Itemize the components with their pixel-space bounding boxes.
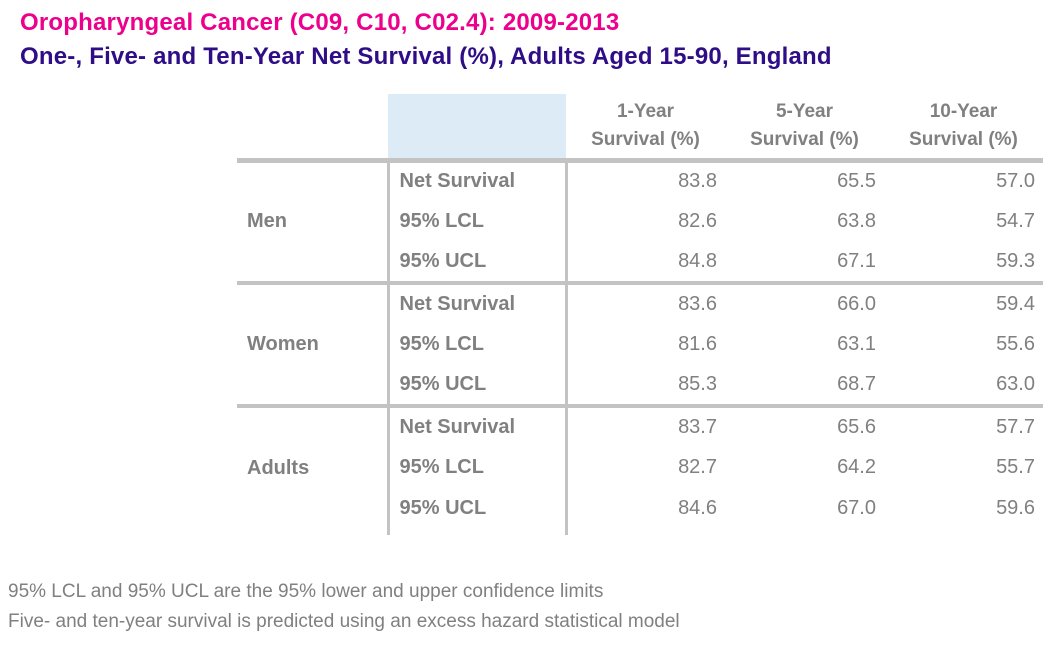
survival-value-cell: 55.7 <box>996 456 1035 478</box>
measure-label: Net Survival <box>386 160 568 201</box>
survival-value-cell: 83.6 <box>566 281 725 324</box>
column-header-line2: Survival (%) <box>909 128 1018 150</box>
survival-value-cell: 68.7 <box>837 373 876 395</box>
measure-label: Net Survival <box>386 404 568 447</box>
table-border-tail <box>237 529 1043 535</box>
survival-value-cell: 63.1 <box>837 333 876 355</box>
group-men: Men Net Survival 83.8 65.5 57.0 95% LCL … <box>237 160 1043 283</box>
table-row: 95% UCL 84.8 67.1 59.3 <box>237 242 1043 283</box>
measure-label: Net Survival <box>386 281 568 324</box>
table-row: 95% LCL 82.7 64.2 55.7 <box>237 447 1043 488</box>
survival-value-cell: 59.6 <box>996 497 1035 519</box>
survival-value-cell: 81.6 <box>678 333 717 355</box>
column-header-line1: 10-Year <box>929 101 998 123</box>
survival-value-cell: 82.7 <box>678 456 717 478</box>
footnote-confidence-limits: 95% LCL and 95% UCL are the 95% lower an… <box>8 581 604 602</box>
survival-value-cell: 66.0 <box>725 281 884 324</box>
table-header: 1-Year Survival (%) 5-Year Survival (%) … <box>237 94 1043 163</box>
measure-label: 95% LCL <box>386 201 568 242</box>
survival-value-cell: 83.7 <box>566 404 725 447</box>
table-row: Adults Net Survival 83.7 65.6 57.7 <box>237 404 1043 529</box>
column-header-10-year: 10-Year Survival (%) <box>884 94 1043 163</box>
survival-value-cell: 83.8 <box>678 170 717 193</box>
spacer-cell <box>884 529 1043 535</box>
column-header-5-year: 5-Year Survival (%) <box>725 94 884 163</box>
survival-value-cell: 65.6 <box>725 404 884 447</box>
survival-table: 1-Year Survival (%) 5-Year Survival (%) … <box>237 94 1043 535</box>
spacer-cell <box>725 529 884 535</box>
column-header-line1: 5-Year <box>775 101 834 123</box>
survival-value-cell: 84.6 <box>678 497 717 519</box>
spacer-cell <box>237 529 388 535</box>
survival-value-cell: 84.8 <box>678 250 717 272</box>
group-adults: Adults Net Survival 83.7 65.6 57.7 95% L… <box>237 404 1043 529</box>
corner-spacer-cell <box>237 94 388 163</box>
measure-label: 95% UCL <box>386 488 568 529</box>
group-label-men: Men <box>247 210 287 233</box>
table-row: 95% UCL 85.3 68.7 63.0 <box>237 365 1043 406</box>
footnotes: 95% LCL and 95% UCL are the 95% lower an… <box>8 577 1061 637</box>
survival-value-cell: 57.0 <box>996 170 1035 193</box>
page-subtitle: One-, Five- and Ten-Year Net Survival (%… <box>20 43 832 70</box>
table-row: Men Net Survival 83.8 65.5 57.0 <box>237 160 1043 232</box>
measure-label: 95% UCL <box>386 242 568 283</box>
footnote-hazard-model: Five- and ten-year survival is predicted… <box>8 611 680 633</box>
group-label-adults: Adults <box>237 404 388 529</box>
table-row: 95% LCL 82.6 63.8 54.7 <box>237 201 1043 242</box>
column-header-1-year: 1-Year Survival (%) <box>566 94 725 163</box>
survival-value-cell: 63.0 <box>996 373 1035 395</box>
measure-header-cell <box>388 94 566 163</box>
survival-value-cell: 85.3 <box>678 373 717 395</box>
spacer-cell <box>386 529 568 535</box>
group-women: Women Net Survival 83.6 66.0 59.4 95% LC… <box>237 281 1043 406</box>
survival-value-cell: 55.6 <box>996 333 1035 355</box>
measure-label: 95% LCL <box>386 447 568 488</box>
survival-value-cell: 59.4 <box>884 281 1043 324</box>
survival-value-cell: 64.2 <box>837 456 876 478</box>
spacer-cell <box>566 529 725 535</box>
column-header-line2: Survival (%) <box>591 128 700 150</box>
survival-value-cell: 54.7 <box>996 210 1035 232</box>
table-row: 95% UCL 84.6 67.0 59.6 <box>237 488 1043 529</box>
survival-value-cell: 82.6 <box>678 210 717 232</box>
column-header-line1: 1-Year <box>616 101 675 123</box>
survival-value-cell: 65.5 <box>837 170 876 193</box>
survival-value-cell: 57.7 <box>884 404 1043 447</box>
column-header-line2: Survival (%) <box>750 128 859 150</box>
group-label-women: Women <box>237 281 388 406</box>
table-row: 95% LCL 81.6 63.1 55.6 <box>237 324 1043 365</box>
survival-value-cell: 59.3 <box>996 250 1035 272</box>
measure-label: 95% UCL <box>386 365 568 406</box>
survival-value-cell: 67.0 <box>837 497 876 519</box>
page-title: Oropharyngeal Cancer (C09, C10, C02.4): … <box>20 9 620 36</box>
table-tail <box>237 529 1043 535</box>
survival-value-cell: 63.8 <box>837 210 876 232</box>
table-row: Women Net Survival 83.6 66.0 59.4 <box>237 281 1043 406</box>
survival-value-cell: 67.1 <box>837 250 876 272</box>
measure-label: 95% LCL <box>386 324 568 365</box>
